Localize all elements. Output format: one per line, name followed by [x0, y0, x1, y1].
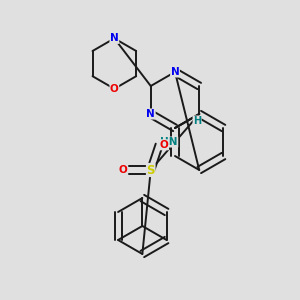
Text: O: O	[119, 165, 128, 175]
Text: O: O	[160, 140, 169, 150]
Text: HN: HN	[160, 137, 178, 147]
Text: N: N	[171, 67, 179, 77]
Text: N: N	[110, 33, 119, 43]
Text: O: O	[110, 84, 119, 94]
Text: H: H	[193, 116, 201, 126]
Text: N: N	[146, 109, 155, 119]
Text: S: S	[146, 164, 155, 176]
